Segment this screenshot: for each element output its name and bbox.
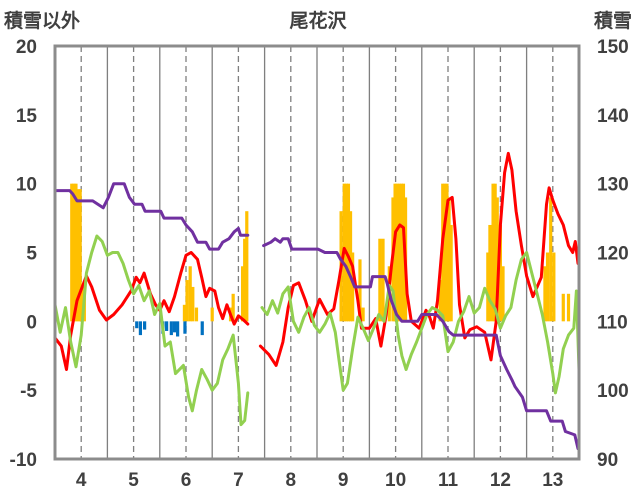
y-right-tick-label-90: 90 [597, 450, 618, 471]
snowfall-bar-49 [543, 266, 547, 322]
snowfall-bar-32 [397, 183, 401, 322]
snowfall-bar-44 [491, 183, 495, 322]
blue-bar-9 [200, 321, 204, 336]
snowfall-bar-24 [358, 259, 362, 322]
y-left-tick-label--10: -10 [10, 450, 37, 471]
y-left-tick-label-20: 20 [16, 37, 37, 58]
y-right-tick-label-100: 100 [597, 381, 629, 402]
y-left-axis-title: 積雪以外 [4, 9, 80, 32]
snowfall-bar-10 [191, 286, 195, 322]
snowfall-bar-54 [566, 293, 571, 322]
snowfall-bar-46 [495, 197, 499, 322]
x-tick-label-9: 9 [338, 470, 349, 491]
snowfall-bar-52 [552, 252, 556, 322]
snowfall-bar-27 [381, 238, 385, 322]
y-right-tick-label-110: 110 [597, 312, 628, 333]
snowfall-bar-0 [70, 183, 74, 322]
y-left-tick-label--5: -5 [20, 381, 37, 402]
blue-bar-6 [172, 321, 177, 333]
snowfall-bar-9 [188, 266, 192, 322]
x-tick-label-13: 13 [542, 470, 563, 491]
blue-bar-1 [138, 321, 143, 336]
snowfall-bar-23 [351, 252, 355, 322]
snowfall-bar-8 [185, 280, 189, 322]
grid-layer [80, 46, 554, 459]
blue-bar-5 [169, 321, 173, 336]
snowfall-bar-31 [395, 183, 399, 322]
snowfall-bar-30 [393, 183, 397, 322]
y-left-tick-label-15: 15 [16, 106, 38, 127]
x-tick-label-11: 11 [438, 470, 459, 491]
y-right-tick-label-130: 130 [597, 175, 629, 196]
snowfall-bar-45 [493, 183, 497, 322]
series-line-snow_depth [53, 182, 580, 451]
y-left-tick-label-5: 5 [26, 244, 37, 265]
snowfall-bar-43 [488, 224, 492, 322]
snowfall-bar-48 [501, 266, 505, 322]
x-tick-label-8: 8 [286, 470, 297, 491]
blue-bar-2 [143, 321, 147, 330]
y-right-tick-label-120: 120 [597, 244, 629, 265]
snowfall-bar-3 [76, 189, 80, 322]
series-line-green [53, 234, 581, 427]
snowfall-bar-2 [74, 183, 78, 322]
y-left-tick-label-10: 10 [16, 175, 37, 196]
snowfall-bar-26 [378, 238, 382, 322]
snowfall-bar-11 [194, 307, 199, 322]
snowfall-bar-25 [361, 307, 365, 322]
x-tick-label-12: 12 [490, 470, 511, 491]
snowfall-bar-22 [348, 211, 353, 322]
snowfall-bar-38 [443, 183, 447, 322]
snowfall-bar-4 [78, 189, 82, 322]
snowfall-bar-12 [210, 307, 214, 322]
snowfall-bar-5 [80, 286, 84, 322]
snowfall-bar-7 [182, 304, 187, 322]
y-right-tick-label-140: 140 [597, 106, 629, 127]
snowfall-bar-17 [245, 211, 249, 322]
snowfall-bar-47 [498, 224, 502, 322]
snowfall-bar-15 [240, 266, 245, 322]
x-tick-label-4: 4 [76, 470, 87, 491]
y-right-tick-label-150: 150 [597, 37, 629, 58]
x-tick-label-7: 7 [233, 470, 244, 491]
snowfall-bar-39 [445, 183, 449, 322]
snowfall-bar-36 [438, 280, 442, 322]
axis-layer: 4 5 6 7 8 9 10 11 12 13 -10 -5 0 5 10 15 20 90 100 110 120 13… [10, 37, 629, 491]
snowfall-bar-42 [486, 252, 490, 322]
x-tick-label-5: 5 [128, 470, 139, 491]
blue-bar-7 [176, 321, 180, 337]
y-left-tick-label-0: 0 [26, 312, 37, 333]
x-tick-label-10: 10 [385, 470, 406, 491]
blue-bar-4 [165, 321, 169, 331]
snowfall-bar-51 [549, 197, 553, 322]
snowfall-bar-1 [72, 183, 76, 322]
snowfall-bar-33 [399, 183, 403, 322]
snowfall-bar-41 [449, 224, 453, 322]
snowfall-bar-50 [545, 252, 550, 322]
chart-title: 尾花沢 [289, 9, 347, 32]
snowfall-bar-53 [561, 293, 565, 322]
snowfall-bar-40 [447, 197, 451, 322]
x-tick-label-6: 6 [181, 470, 192, 491]
blue-bar-8 [183, 321, 187, 334]
snowfall-bar-21 [346, 183, 351, 322]
snowfall-bar-14 [231, 293, 235, 322]
plot-frame [53, 44, 581, 461]
line-layer [53, 151, 581, 451]
y-right-axis-title: 積雪 [594, 9, 632, 32]
snowfall-bar-16 [243, 238, 247, 322]
blue-bar-0 [135, 321, 139, 329]
